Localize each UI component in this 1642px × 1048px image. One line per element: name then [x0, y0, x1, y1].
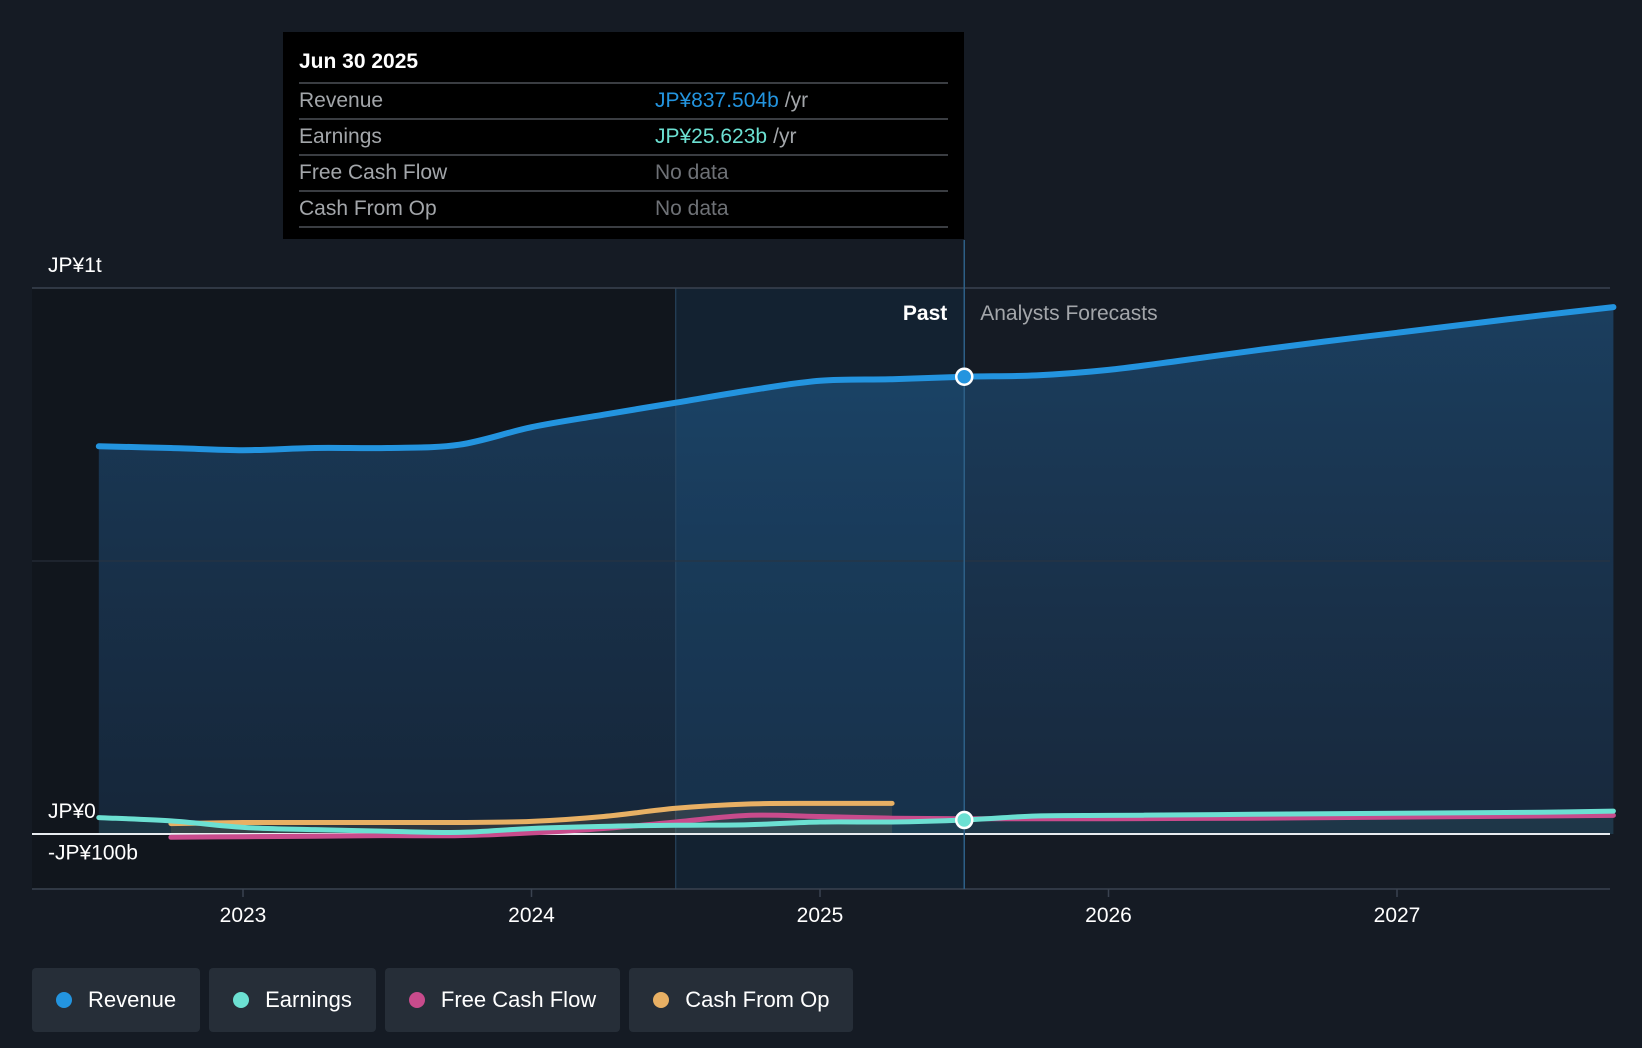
forecast-label: Analysts Forecasts — [980, 302, 1157, 325]
tooltip-value-earnings: JP¥25.623b — [655, 125, 768, 148]
cash-from-op-line — [168, 800, 895, 827]
revenue-line — [95, 304, 1617, 454]
chart-tooltip: Jun 30 2025 Revenue JP¥837.504b /yr Earn… — [283, 32, 964, 239]
earnings-dot-icon — [233, 992, 250, 1008]
tooltip-suffix: /yr — [773, 125, 797, 148]
y-tick-label-1t: JP¥1t — [48, 254, 102, 277]
x-tick-label-2024: 2024 — [508, 904, 555, 927]
cash-from-op-dot-icon — [653, 992, 670, 1008]
legend-item-earnings[interactable]: Earnings — [209, 968, 376, 1032]
legend-item-revenue[interactable]: Revenue — [32, 968, 201, 1032]
tooltip-label: Cash From Op — [299, 197, 437, 220]
tooltip-value-group: JP¥837.504b /yr — [655, 89, 808, 113]
tooltip-date: Jun 30 2025 — [299, 50, 419, 73]
earnings-marker — [955, 810, 974, 830]
legend-label: Cash From Op — [685, 987, 830, 1012]
revenue-area — [98, 307, 1614, 835]
x-tick-label-2027: 2027 — [1374, 904, 1421, 927]
y-tick-label-neg100b: -JP¥100b — [48, 842, 138, 865]
tooltip-label: Free Cash Flow — [299, 161, 448, 184]
tooltip-value-cash-from-op: No data — [655, 197, 729, 220]
legend-label: Revenue — [88, 987, 177, 1012]
revenue-dot-icon — [56, 992, 72, 1008]
tooltip-label: Earnings — [299, 125, 382, 148]
tooltip-value-group: JP¥25.623b /yr — [655, 125, 796, 149]
past-label: Past — [903, 302, 947, 325]
legend-label: Free Cash Flow — [440, 987, 597, 1012]
tooltip-label: Revenue — [299, 89, 384, 112]
y-tick-label-0: JP¥0 — [48, 800, 96, 823]
x-tick-label-2023: 2023 — [220, 904, 267, 927]
x-tick-label-2025: 2025 — [797, 904, 844, 927]
highlight-band — [675, 288, 965, 889]
tooltip-row-revenue: Revenue JP¥837.504b /yr — [299, 82, 948, 118]
revenue-marker — [955, 367, 974, 386]
free-cash-flow-line — [168, 812, 1616, 840]
tooltip-value-revenue: JP¥837.504b — [655, 89, 779, 112]
legend-item-free-cash-flow[interactable]: Free Cash Flow — [384, 968, 621, 1032]
free-cash-flow-dot-icon — [408, 992, 425, 1008]
tooltip-value-free-cash-flow: No data — [655, 161, 729, 184]
legend-label: Earnings — [265, 987, 352, 1012]
x-tick-label-2026: 2026 — [1085, 904, 1132, 927]
earnings-line — [96, 808, 1616, 835]
tooltip-row-earnings: Earnings JP¥25.623b /yr — [299, 118, 948, 154]
tooltip-row-free-cash-flow: Free Cash Flow No data — [299, 154, 948, 190]
legend-item-cash-from-op[interactable]: Cash From Op — [629, 968, 854, 1032]
tooltip-suffix: /yr — [784, 89, 809, 112]
chart-legend: Revenue Earnings Free Cash Flow Cash Fro… — [32, 968, 854, 1032]
tooltip-row-cash-from-op: Cash From Op No data — [299, 190, 948, 228]
